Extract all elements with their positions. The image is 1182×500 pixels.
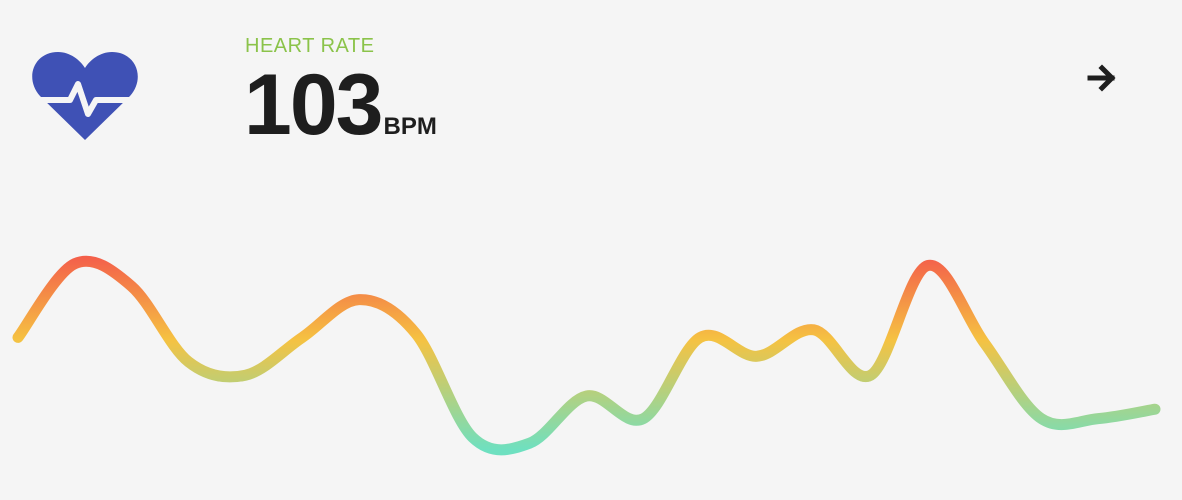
metric-unit: BPM: [383, 113, 437, 140]
metric-value-row: 103 BPM: [244, 62, 437, 148]
heart-rate-line: [12, 255, 1161, 456]
arrow-right-icon: [1087, 64, 1116, 92]
metric-title: HEART RATE: [245, 35, 375, 57]
open-details-button[interactable]: [1084, 60, 1120, 96]
heart-pulse-icon: [30, 52, 140, 140]
metric-value: 103: [244, 57, 383, 153]
